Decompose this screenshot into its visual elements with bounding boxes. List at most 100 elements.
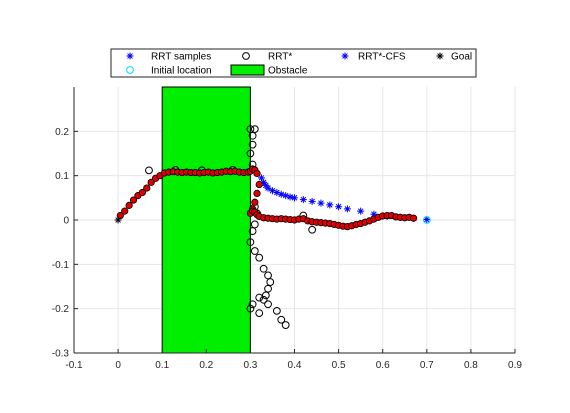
legend: RRT samples RRT* RRT*-CFS Goal Initial locat… bbox=[110, 48, 477, 78]
data-point bbox=[357, 207, 365, 215]
series-layer bbox=[114, 125, 431, 329]
data-point bbox=[266, 278, 275, 286]
x-tick-label: 0.6 bbox=[376, 360, 390, 371]
data-point bbox=[250, 125, 259, 134]
x-tick-label: 0.9 bbox=[508, 360, 522, 371]
data-point bbox=[260, 178, 268, 186]
legend-marker-star bbox=[436, 52, 444, 60]
data-point bbox=[248, 300, 257, 309]
data-point bbox=[326, 201, 334, 209]
axes: -0.1 0 0.1 0.2 0.3 0.4 0.5 0.6 0.7 0.8 0.9 -0.3 -0.2… bbox=[52, 87, 522, 371]
data-point bbox=[147, 178, 155, 186]
data-point bbox=[422, 216, 431, 224]
data-point bbox=[255, 253, 264, 262]
data-point bbox=[277, 315, 286, 324]
x-tick-label: 0.4 bbox=[288, 360, 302, 371]
legend-item-rrt-cfs: RRT*-CFS bbox=[341, 52, 406, 63]
x-tick-label: 0.7 bbox=[420, 360, 434, 371]
legend-label: RRT* bbox=[268, 52, 292, 63]
obstacle-layer bbox=[161, 86, 251, 354]
data-point bbox=[264, 300, 272, 309]
y-tick-label: -0.1 bbox=[52, 260, 70, 271]
x-tick-label: 0.8 bbox=[464, 360, 478, 371]
data-point bbox=[116, 211, 124, 220]
data-point bbox=[299, 196, 307, 204]
data-point bbox=[259, 295, 268, 304]
data-point bbox=[268, 187, 276, 195]
legend-marker-circle bbox=[126, 66, 134, 74]
legend-label: Initial location bbox=[151, 66, 212, 77]
data-point bbox=[281, 321, 290, 329]
obstacle-rect bbox=[161, 86, 251, 354]
legend-label: Goal bbox=[451, 52, 472, 63]
data-point bbox=[257, 174, 265, 182]
data-point bbox=[370, 210, 378, 218]
data-point bbox=[286, 193, 294, 201]
data-point bbox=[261, 291, 270, 300]
series-rrt- bbox=[145, 125, 317, 329]
y-tick-label: 0 bbox=[63, 216, 69, 227]
x-tick-label: 0.3 bbox=[243, 360, 257, 371]
data-point bbox=[125, 201, 133, 209]
data-point bbox=[129, 196, 138, 204]
data-point bbox=[246, 304, 255, 313]
legend-label: RRT*-CFS bbox=[358, 52, 406, 63]
data-point bbox=[259, 264, 268, 273]
data-point bbox=[251, 198, 259, 206]
data-point bbox=[250, 220, 259, 229]
series-rrt-cfs bbox=[116, 165, 418, 231]
data-point bbox=[264, 271, 272, 280]
grid-lines bbox=[73, 87, 516, 354]
y-tick-label: -0.3 bbox=[52, 349, 70, 360]
data-point bbox=[272, 306, 281, 315]
x-tick-label: -0.1 bbox=[65, 360, 83, 371]
data-point bbox=[308, 225, 317, 234]
data-point bbox=[250, 247, 259, 255]
legend-item-rrt-: RRT* bbox=[242, 52, 292, 63]
legend-marker-circle bbox=[242, 52, 250, 60]
data-point bbox=[253, 169, 261, 178]
data-point bbox=[255, 180, 263, 189]
y-tick-label: -0.2 bbox=[52, 304, 70, 315]
data-point bbox=[273, 189, 281, 197]
legend-marker-star bbox=[126, 52, 134, 60]
data-point bbox=[255, 309, 264, 318]
y-tick-label: 0.1 bbox=[55, 171, 69, 182]
data-point bbox=[308, 197, 316, 205]
data-point bbox=[145, 166, 153, 175]
x-tick-label: 0.5 bbox=[332, 360, 346, 371]
data-point bbox=[423, 216, 431, 224]
data-point bbox=[282, 192, 290, 200]
data-point bbox=[121, 207, 129, 215]
data-point bbox=[343, 205, 351, 213]
x-tick-label: 0.2 bbox=[199, 360, 213, 371]
data-point bbox=[253, 189, 261, 197]
series-initial-location bbox=[422, 216, 431, 224]
legend-item-obstacle: Obstacle bbox=[230, 64, 308, 77]
x-tick-label: 0 bbox=[115, 360, 121, 371]
data-point bbox=[277, 190, 285, 198]
legend-label: RRT samples bbox=[151, 52, 211, 63]
data-point bbox=[409, 214, 418, 222]
legend-box bbox=[110, 48, 477, 78]
data-point bbox=[246, 125, 255, 134]
data-point bbox=[264, 284, 272, 293]
data-point bbox=[291, 194, 298, 202]
data-point bbox=[248, 131, 257, 140]
legend-label: Obstacle bbox=[268, 66, 308, 77]
y-tick-label: 0.2 bbox=[55, 127, 69, 138]
legend-marker-rect bbox=[230, 64, 265, 76]
data-point bbox=[264, 184, 272, 192]
data-point bbox=[246, 149, 255, 158]
legend-item-goal: Goal bbox=[436, 52, 472, 63]
data-point bbox=[143, 184, 151, 192]
x-tick-label: 0.1 bbox=[155, 360, 169, 371]
legend-item-initial-location: Initial location bbox=[126, 66, 212, 77]
series-goal bbox=[114, 216, 122, 224]
data-point bbox=[248, 227, 257, 235]
data-point bbox=[248, 140, 257, 149]
data-point bbox=[317, 199, 325, 207]
data-point bbox=[246, 238, 255, 247]
